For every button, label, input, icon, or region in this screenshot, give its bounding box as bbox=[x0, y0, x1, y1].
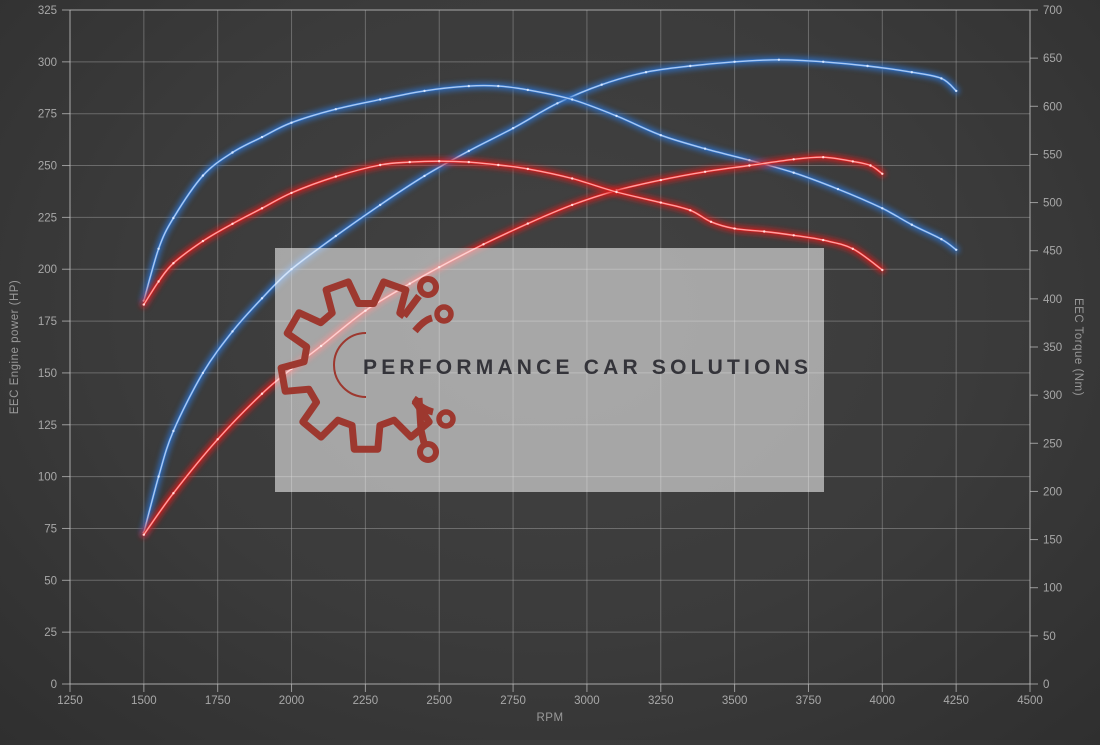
tick-labels: 0255075100125150175200225250275300325050… bbox=[38, 5, 1062, 707]
series-red-hp bbox=[140, 153, 886, 539]
y-right-tick-label: 650 bbox=[1043, 53, 1062, 65]
y-left-tick-label: 0 bbox=[51, 679, 57, 691]
y-left-tick-label: 50 bbox=[44, 575, 57, 587]
x-tick-label: 3250 bbox=[648, 695, 674, 707]
y-left-tick-label: 300 bbox=[38, 57, 57, 69]
y-left-tick-label: 150 bbox=[38, 368, 57, 380]
y-right-tick-label: 200 bbox=[1043, 486, 1062, 498]
y-left-tick-label: 250 bbox=[38, 161, 57, 173]
y-right-tick-label: 700 bbox=[1043, 5, 1062, 17]
y-left-tick-label: 225 bbox=[38, 212, 57, 224]
y-right-tick-label: 300 bbox=[1043, 390, 1062, 402]
x-tick-label: 2500 bbox=[426, 695, 452, 707]
y-left-tick-label: 75 bbox=[44, 523, 57, 535]
y-left-axis-title: EEC Engine power (HP) bbox=[9, 280, 21, 415]
x-tick-label: 1500 bbox=[131, 695, 157, 707]
y-left-tick-label: 200 bbox=[38, 264, 57, 276]
curves bbox=[140, 56, 960, 539]
y-left-tick-label: 25 bbox=[44, 627, 57, 639]
y-right-tick-label: 600 bbox=[1043, 101, 1062, 113]
x-tick-label: 4250 bbox=[943, 695, 969, 707]
x-tick-label: 2000 bbox=[279, 695, 305, 707]
series-red-nm bbox=[140, 157, 886, 309]
y-left-tick-label: 125 bbox=[38, 420, 57, 432]
y-right-tick-label: 250 bbox=[1043, 438, 1062, 450]
y-right-tick-label: 100 bbox=[1043, 583, 1062, 595]
watermark-text: PERFORMANCE CAR SOLUTIONS bbox=[363, 356, 813, 379]
series-blue-hp bbox=[140, 56, 960, 537]
y-left-tick-label: 175 bbox=[38, 316, 57, 328]
series-blue-nm bbox=[140, 82, 960, 305]
y-right-tick-label: 450 bbox=[1043, 246, 1062, 258]
y-right-tick-label: 350 bbox=[1043, 342, 1062, 354]
x-tick-label: 1750 bbox=[205, 695, 231, 707]
x-tick-label: 4000 bbox=[870, 695, 896, 707]
x-tick-label: 2250 bbox=[353, 695, 379, 707]
x-tick-label: 3500 bbox=[722, 695, 748, 707]
x-tick-label: 3750 bbox=[796, 695, 822, 707]
y-left-tick-label: 100 bbox=[38, 472, 57, 484]
x-tick-label: 4500 bbox=[1017, 695, 1043, 707]
y-left-tick-label: 275 bbox=[38, 109, 57, 121]
y-right-tick-label: 150 bbox=[1043, 535, 1062, 547]
y-left-tick-label: 325 bbox=[38, 5, 57, 17]
tick-marks bbox=[62, 9, 1038, 692]
y-right-axis-title: EEC Torque (Nm) bbox=[1072, 298, 1084, 396]
y-right-tick-label: 50 bbox=[1043, 631, 1056, 643]
x-tick-label: 3000 bbox=[574, 695, 600, 707]
x-tick-label: 2750 bbox=[500, 695, 526, 707]
y-right-tick-label: 500 bbox=[1043, 198, 1062, 210]
x-axis-title: RPM bbox=[536, 712, 563, 724]
gear-circuit-icon bbox=[277, 276, 456, 463]
y-right-tick-label: 550 bbox=[1043, 149, 1062, 161]
x-tick-label: 1250 bbox=[57, 695, 83, 707]
y-right-tick-label: 0 bbox=[1043, 679, 1049, 691]
watermark: PERFORMANCE CAR SOLUTIONS bbox=[275, 248, 824, 492]
y-right-tick-label: 400 bbox=[1043, 294, 1062, 306]
